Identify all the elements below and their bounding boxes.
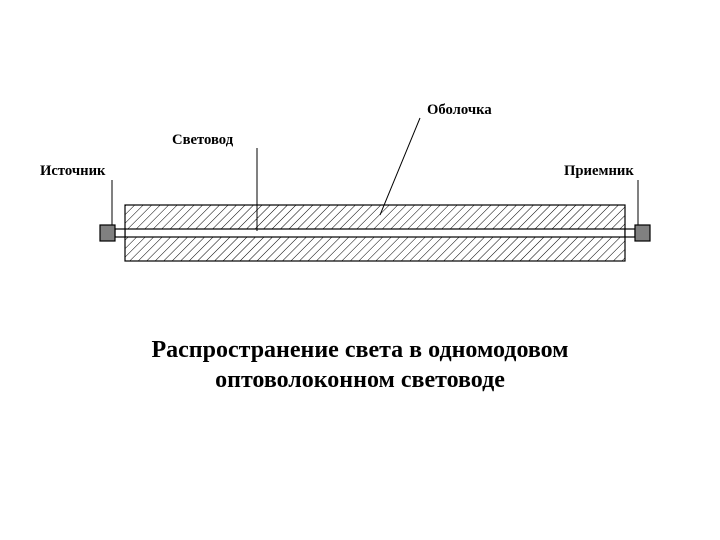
diagram-svg [0, 0, 720, 540]
diagram-canvas: Оболочка Световод Источник Приемник Расп… [0, 0, 720, 540]
right-stem [625, 229, 635, 237]
caption-line2: оптоволоконном световоде [215, 367, 505, 393]
receiver-cap [635, 225, 650, 241]
label-cladding: Оболочка [427, 102, 492, 119]
caption-line1: Распространение света в одномодовом [151, 337, 568, 363]
label-receiver: Приемник [564, 163, 634, 180]
fiber-core [125, 229, 625, 237]
label-source: Источник [40, 163, 105, 180]
label-lightguide: Световод [172, 132, 233, 149]
caption: Распространение света в одномодовом опто… [100, 335, 620, 395]
source-cap [100, 225, 115, 241]
left-stem [115, 229, 125, 237]
leader-cladding [380, 118, 420, 215]
